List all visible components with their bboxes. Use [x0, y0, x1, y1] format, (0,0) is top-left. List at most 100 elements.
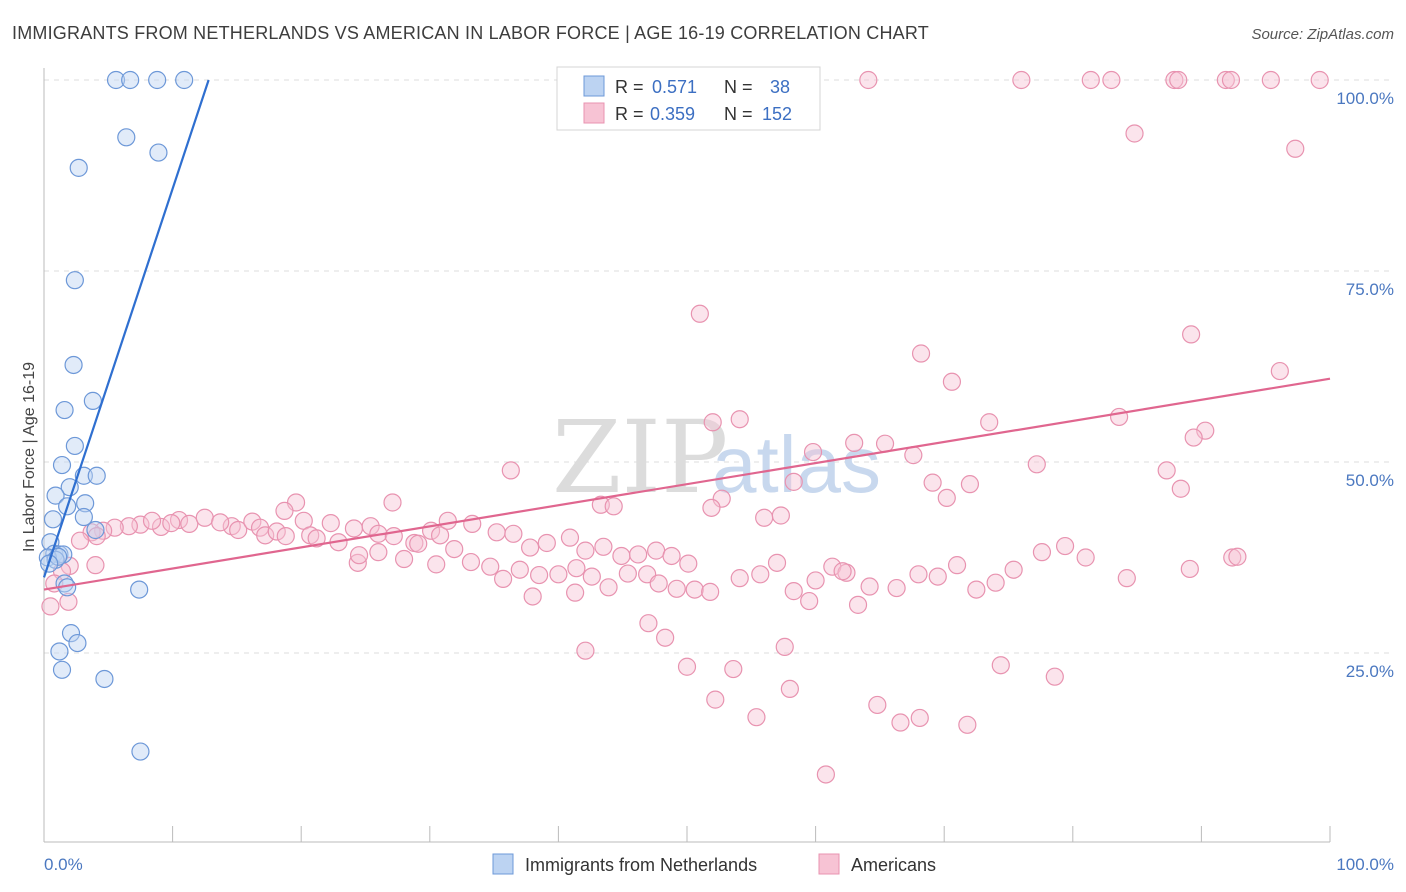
legend-r-value: 0.571 [652, 77, 697, 97]
point-american [730, 569, 749, 588]
point-netherlands [130, 580, 149, 599]
chart-title: IMMIGRANTS FROM NETHERLANDS VS AMERICAN … [12, 23, 929, 43]
watermark: ZIP atlas [552, 399, 881, 516]
point-american [267, 522, 286, 541]
legend-n-label: N = [724, 104, 753, 124]
y-tick-label: 50.0% [1346, 471, 1394, 490]
series-legend-swatch-pink [818, 853, 840, 875]
point-american [868, 695, 887, 715]
point-american [180, 514, 199, 533]
legend-swatch-blue [583, 75, 605, 97]
point-american [1076, 548, 1095, 567]
point-american [537, 533, 556, 553]
point-american [195, 508, 214, 527]
point-american [369, 543, 388, 562]
point-american [427, 555, 446, 574]
series-legend-label: Americans [851, 855, 936, 875]
point-netherlands [87, 466, 106, 485]
point-american [86, 556, 105, 575]
point-american [887, 578, 906, 598]
point-american [618, 564, 637, 583]
point-american [784, 582, 803, 601]
y-tick-labels: 25.0% 50.0% 75.0% 100.0% [1336, 89, 1394, 681]
point-american [1223, 548, 1242, 567]
point-american [747, 708, 766, 727]
point-american [307, 529, 326, 548]
point-american [991, 656, 1010, 675]
point-american [494, 569, 513, 588]
point-american [712, 489, 731, 508]
point-american [1004, 560, 1023, 579]
point-american [131, 515, 150, 534]
point-american [1286, 139, 1305, 158]
point-netherlands [117, 128, 136, 147]
point-american [119, 517, 138, 536]
point-american [383, 493, 402, 512]
point-american [667, 579, 686, 598]
point-american [928, 567, 947, 586]
point-american [649, 574, 668, 593]
point-american [530, 565, 549, 585]
point-american [576, 641, 595, 660]
point-american [1184, 428, 1203, 447]
point-american [942, 372, 962, 391]
point-american [771, 506, 790, 525]
point-netherlands [46, 486, 65, 505]
point-american [904, 446, 923, 465]
point-netherlands [60, 478, 79, 497]
point-american [1169, 70, 1188, 90]
point-american [960, 475, 980, 494]
point-american [958, 715, 977, 734]
point-netherlands [131, 742, 150, 761]
point-american [937, 488, 956, 508]
point-netherlands [149, 143, 168, 162]
point-american [1221, 70, 1241, 90]
point-netherlands [86, 520, 105, 540]
point-american [755, 508, 774, 527]
point-american [1228, 547, 1247, 566]
point-american [1012, 70, 1031, 90]
y-tick-label: 100.0% [1336, 89, 1394, 108]
watermark-zip: ZIP [552, 399, 728, 516]
point-american [767, 553, 787, 572]
point-american [701, 582, 720, 601]
y-axis-label: In Labor Force | Age 16-19 [21, 362, 38, 552]
point-american [604, 497, 623, 516]
point-american [656, 628, 675, 647]
point-american [276, 527, 295, 546]
series-legend-label: Immigrants from Netherlands [525, 855, 757, 875]
trendlines [42, 79, 1331, 591]
point-netherlands [83, 391, 102, 410]
point-american [1270, 361, 1289, 381]
point-american [909, 565, 928, 584]
point-american [87, 527, 106, 546]
point-american [1171, 479, 1190, 498]
point-american [677, 657, 697, 676]
point-american [344, 519, 364, 538]
point-american [780, 679, 799, 699]
point-netherlands [95, 669, 114, 689]
point-american [1032, 543, 1052, 562]
x-tick-label-max: 100.0% [1336, 855, 1394, 874]
point-netherlands [50, 642, 69, 661]
point-american [1055, 536, 1075, 556]
watermark-atlas: atlas [712, 420, 881, 509]
point-american [702, 498, 721, 517]
point-american [751, 565, 770, 584]
point-american [105, 518, 124, 537]
x-axis-ticks [172, 826, 1331, 842]
point-netherlands [52, 660, 72, 679]
point-american [504, 524, 523, 543]
point-american [679, 554, 698, 573]
chart-source: Source: ZipAtlas.com [1251, 26, 1394, 43]
point-american [361, 517, 380, 536]
point-american [1125, 124, 1144, 143]
point-american [59, 592, 78, 611]
point-american [560, 528, 580, 547]
point-american [1310, 70, 1329, 90]
point-american [582, 567, 601, 586]
point-american [521, 538, 540, 557]
point-american [394, 549, 414, 569]
point-american [703, 413, 722, 432]
series-legend: Immigrants from Netherlands Americans [492, 853, 936, 875]
